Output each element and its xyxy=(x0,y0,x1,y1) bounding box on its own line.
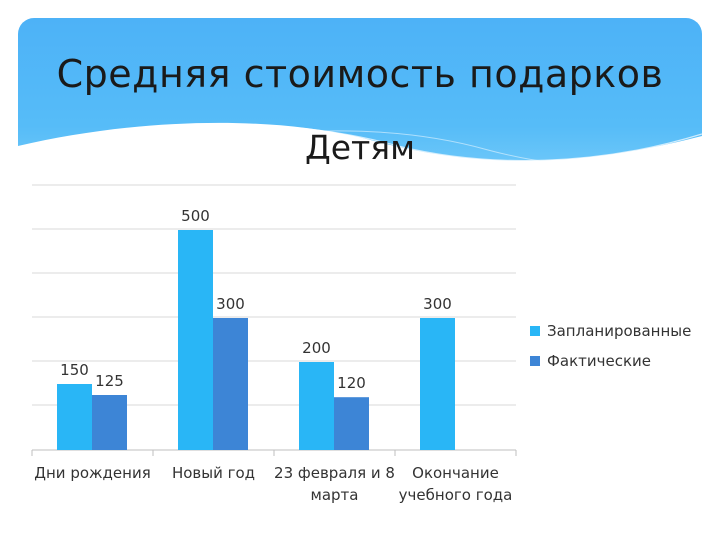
page-subtitle: Детям xyxy=(304,128,416,167)
category-label-3-1: учебного года xyxy=(399,486,513,504)
data-label-actual-0: 125 xyxy=(95,372,124,390)
header-banner xyxy=(18,18,702,198)
category-label-2-1: марта xyxy=(311,486,359,504)
bar-planned-2 xyxy=(299,362,334,450)
legend-item-actual: Фактические xyxy=(530,348,691,374)
data-label-actual-2: 120 xyxy=(337,374,366,392)
legend-label-actual: Фактические xyxy=(547,352,652,370)
data-label-actual-1: 300 xyxy=(216,295,245,313)
category-label-0-0: Дни рождения xyxy=(34,464,150,482)
page-title: Средняя стоимость подарков xyxy=(56,52,664,96)
bar-planned-3 xyxy=(420,318,455,450)
legend-label-planned: Запланированные xyxy=(547,322,692,340)
category-label-1-0: Новый год xyxy=(172,464,255,482)
data-label-planned-0: 150 xyxy=(60,361,89,379)
category-label-3-0: Окончание xyxy=(412,464,499,482)
banner-background xyxy=(18,18,702,198)
legend-swatch-actual xyxy=(530,356,540,366)
data-label-planned-2: 200 xyxy=(302,339,331,357)
chart-legend: Запланированные Фактические xyxy=(530,318,691,378)
bar-actual-1 xyxy=(213,318,248,450)
bar-planned-1 xyxy=(178,230,213,450)
category-label-2-0: 23 февраля и 8 xyxy=(274,464,395,482)
data-label-planned-1: 500 xyxy=(181,207,210,225)
data-label-planned-3: 300 xyxy=(423,295,452,313)
bar-actual-0 xyxy=(92,395,127,450)
legend-swatch-planned xyxy=(530,326,540,336)
legend-item-planned: Запланированные xyxy=(530,318,691,344)
bar-actual-2 xyxy=(334,397,369,450)
bar-planned-0 xyxy=(57,384,92,450)
